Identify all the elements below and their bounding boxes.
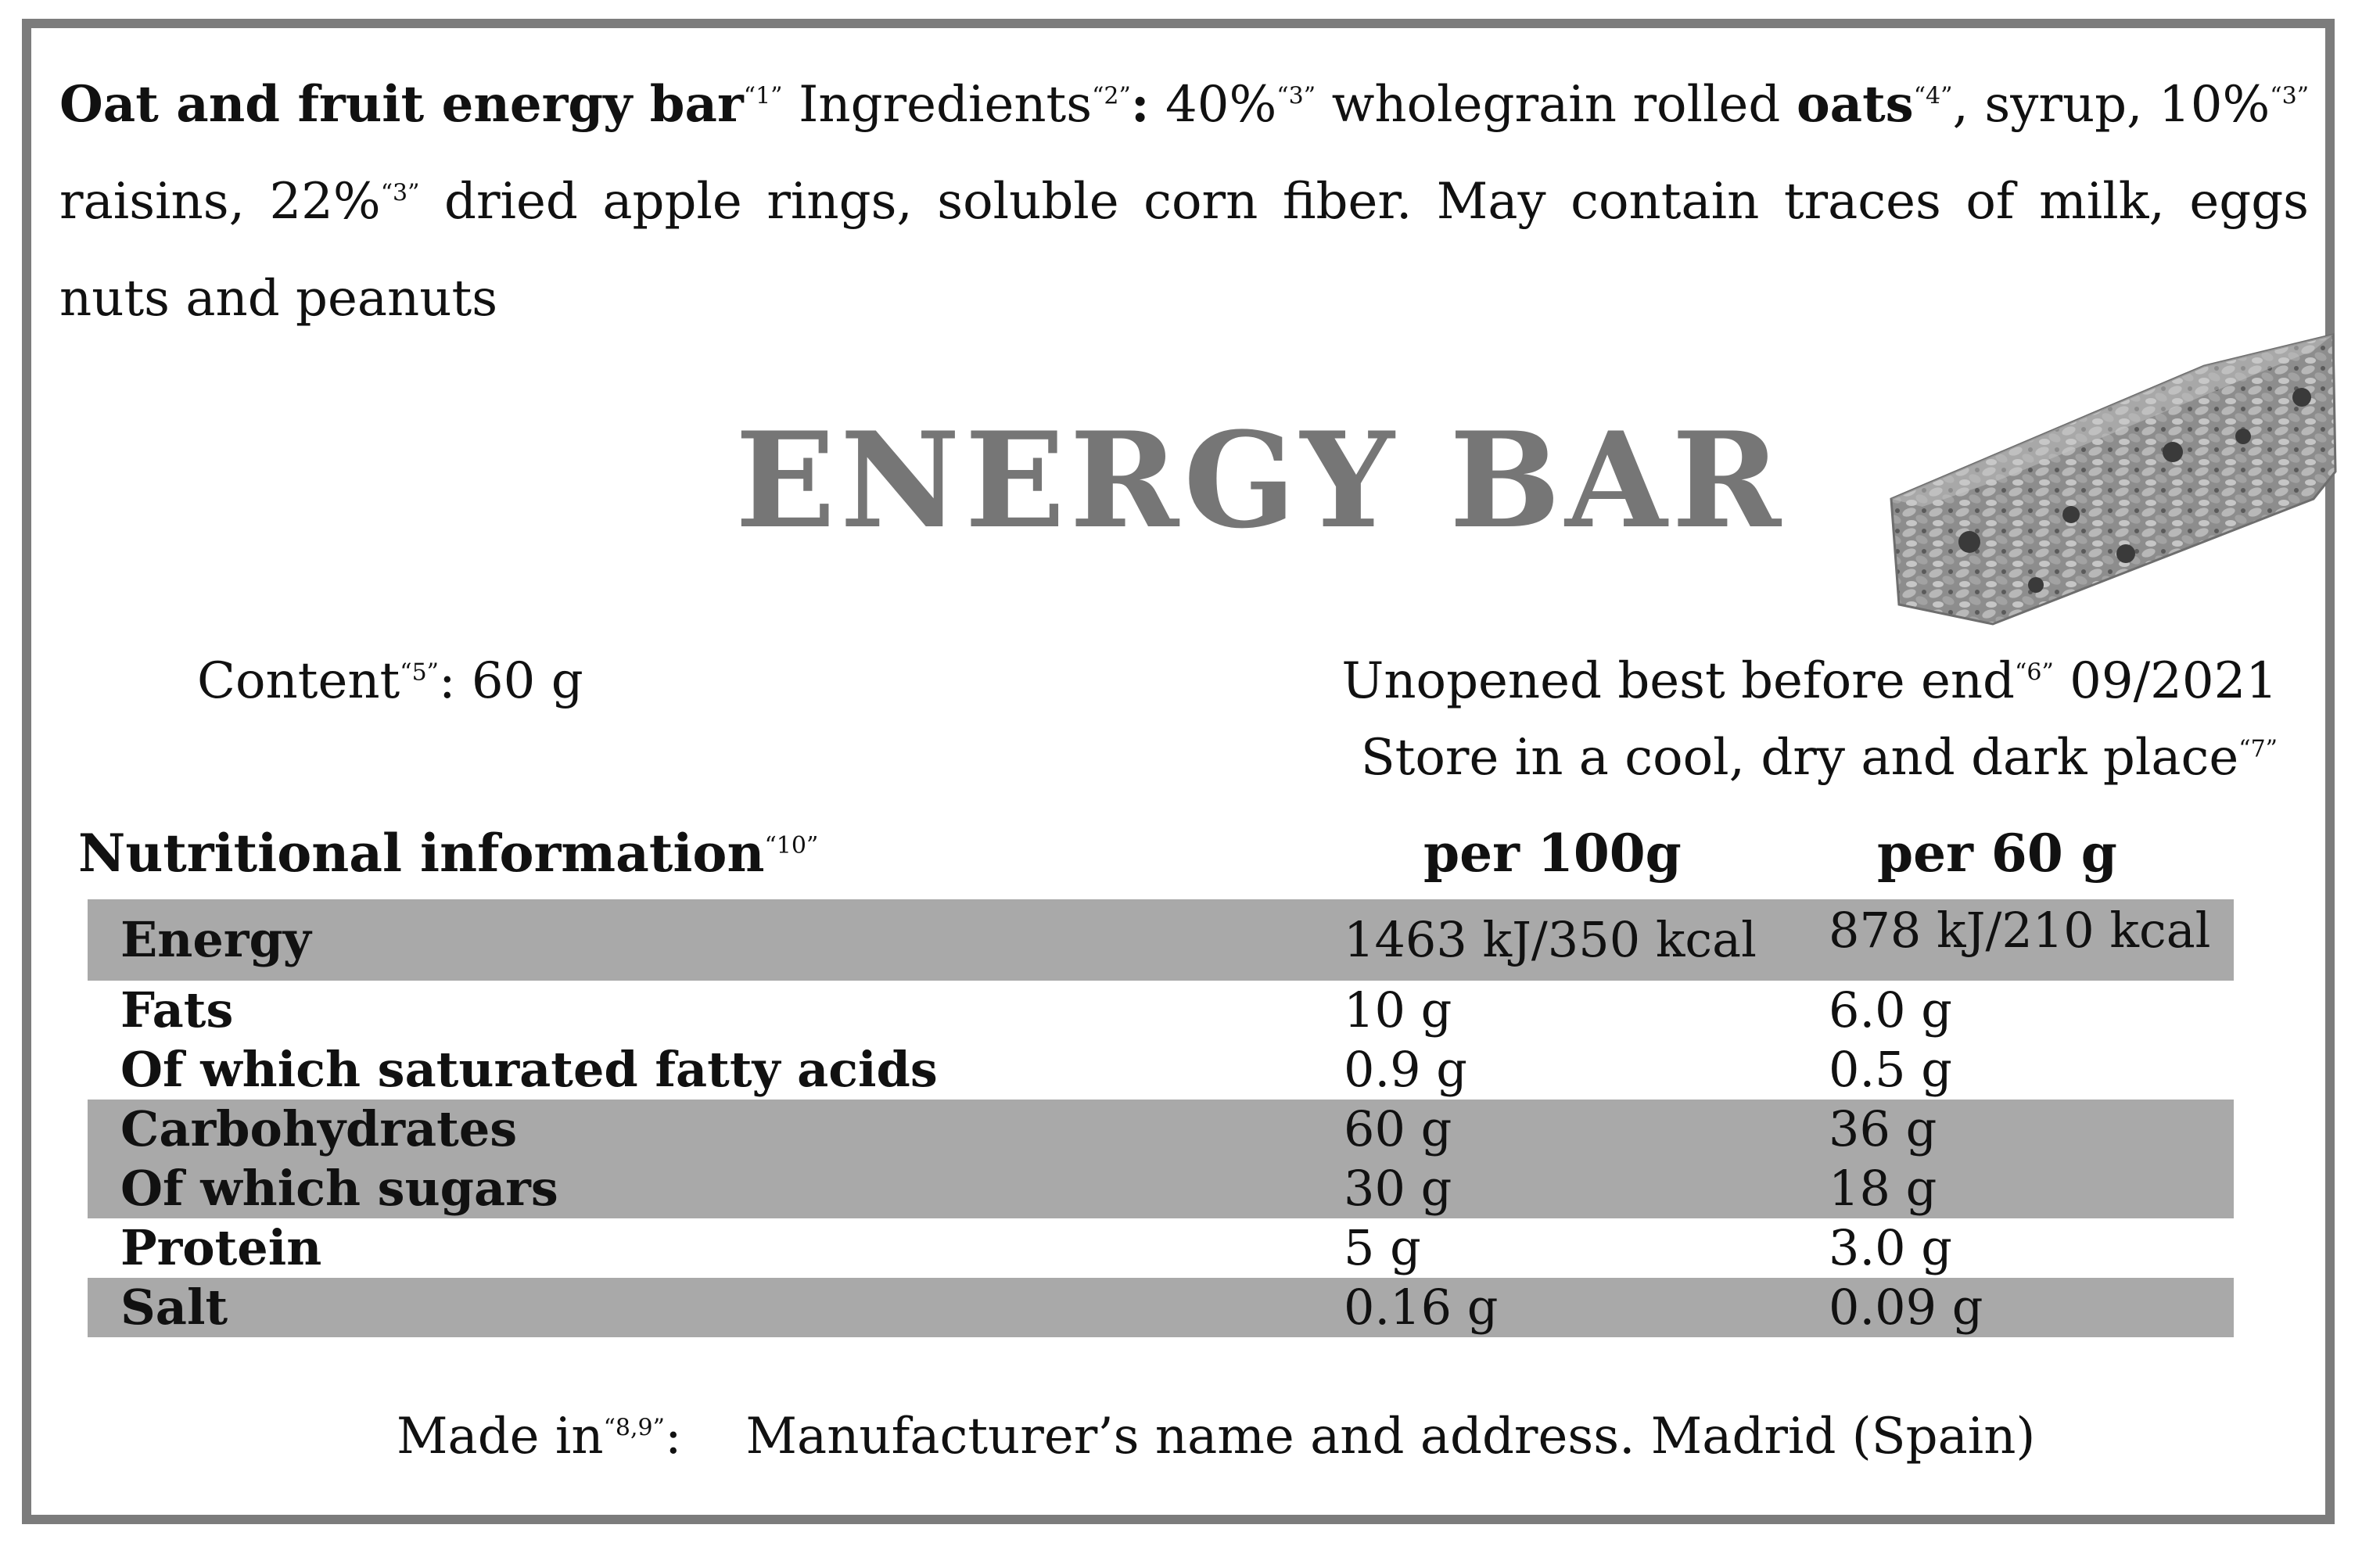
value-per-100g: 60 g xyxy=(1344,1100,1452,1157)
table-row: Of which saturated fatty acids 0.9 g 0.5… xyxy=(88,1040,2234,1100)
nutrition-title: Nutritional information“10” xyxy=(78,823,818,884)
nutrient-label: Of which saturated fatty acids xyxy=(120,1041,938,1098)
text-raisins: raisins, 22% xyxy=(59,173,381,231)
oats-allergen: oats xyxy=(1796,75,1914,134)
value-per-100g: 1463 kJ/350 kcal xyxy=(1344,911,1757,968)
nutrient-label: Salt xyxy=(120,1279,228,1336)
value-per-100g: 5 g xyxy=(1344,1219,1421,1276)
ref-5: “5” xyxy=(400,658,440,687)
text-oats-pre: wholegrain rolled xyxy=(1331,76,1781,134)
nutrient-label: Protein xyxy=(120,1219,322,1276)
nutrient-label: Fats xyxy=(120,981,234,1039)
ref-3b: “3” xyxy=(2270,82,2310,110)
ref-10: “10” xyxy=(764,832,819,859)
nutrition-title-text: Nutritional information xyxy=(78,823,765,884)
table-row: Fats 10 g 6.0 g xyxy=(88,981,2234,1040)
ref-3a: “3” xyxy=(1276,82,1316,110)
ref-8-9: “8,9” xyxy=(603,1414,665,1442)
ref-4: “4” xyxy=(1913,82,1953,110)
ref-3c: “3” xyxy=(380,179,420,207)
product-name: Oat and fruit energy bar xyxy=(59,75,744,134)
value-per-60g: 36 g xyxy=(1829,1100,1937,1157)
content-value: : 60 g xyxy=(439,652,583,710)
value-per-100g: 0.9 g xyxy=(1344,1041,1467,1098)
table-row: Protein 5 g 3.0 g xyxy=(88,1218,2234,1278)
value-per-100g: 30 g xyxy=(1344,1160,1452,1217)
pct-oats: 40% xyxy=(1165,76,1277,134)
storage-instructions: Store in a cool, dry and dark place“7” xyxy=(1361,729,2278,787)
best-before-date: 09/2021 xyxy=(2069,652,2278,710)
value-per-60g: 0.5 g xyxy=(1829,1041,1952,1098)
energy-bar-image xyxy=(1890,333,2337,626)
col-header-per-60g: per 60 g xyxy=(1877,823,2117,884)
text-rest: dried apple rings, soluble corn fiber. M… xyxy=(59,173,2310,328)
ingredients-label: Ingredients xyxy=(799,76,1093,134)
value-per-100g: 0.16 g xyxy=(1344,1279,1499,1336)
content-weight: Content“5”: 60 g xyxy=(197,652,583,710)
nutrition-table: Energy 1463 kJ/350 kcal 878 kJ/210 kcal … xyxy=(88,899,2234,1337)
ref-2: “2” xyxy=(1092,82,1131,110)
storage-text: Store in a cool, dry and dark place xyxy=(1360,729,2239,787)
nutrient-label: Carbohydrates xyxy=(120,1100,518,1157)
value-per-60g: 0.09 g xyxy=(1829,1279,1983,1336)
table-row: Carbohydrates 60 g 36 g xyxy=(88,1100,2234,1159)
value-per-60g: 18 g xyxy=(1829,1160,1937,1217)
value-per-100g: 10 g xyxy=(1344,981,1452,1039)
table-row: Energy 1463 kJ/350 kcal 878 kJ/210 kcal xyxy=(88,899,2234,981)
nutrient-label: Energy xyxy=(120,911,311,968)
ingredients-paragraph: Oat and fruit energy bar“1” Ingredients“… xyxy=(59,56,2309,347)
table-row: Of which sugars 30 g 18 g xyxy=(88,1159,2234,1218)
made-in-label: Made in xyxy=(397,1408,604,1466)
manufacturer-line: Made in“8,9”: Manufacturer’s name and add… xyxy=(397,1408,2035,1466)
ref-7: “7” xyxy=(2238,735,2278,763)
text-after-oats: , syrup, 10% xyxy=(1952,76,2271,134)
content-label: Content xyxy=(197,652,400,710)
ref-1: “1” xyxy=(743,82,783,110)
nutrient-label: Of which sugars xyxy=(120,1160,558,1217)
made-in-colon: : xyxy=(664,1408,682,1466)
best-before-label: Unopened best before end xyxy=(1341,652,2016,710)
best-before: Unopened best before end“6” 09/2021 xyxy=(1341,652,2278,710)
product-title: ENERGY BAR xyxy=(735,403,1786,558)
value-per-60g: 3.0 g xyxy=(1829,1219,1952,1276)
value-per-60g: 878 kJ/210 kcal xyxy=(1829,902,2211,959)
table-row: Salt 0.16 g 0.09 g xyxy=(88,1278,2234,1337)
ingredients-colon: : xyxy=(1130,75,1150,134)
value-per-60g: 6.0 g xyxy=(1829,981,1952,1039)
col-header-per-100g: per 100g xyxy=(1423,823,1682,884)
manufacturer-address: Manufacturer’s name and address. Madrid … xyxy=(745,1408,2036,1466)
ref-6: “6” xyxy=(2015,658,2054,687)
